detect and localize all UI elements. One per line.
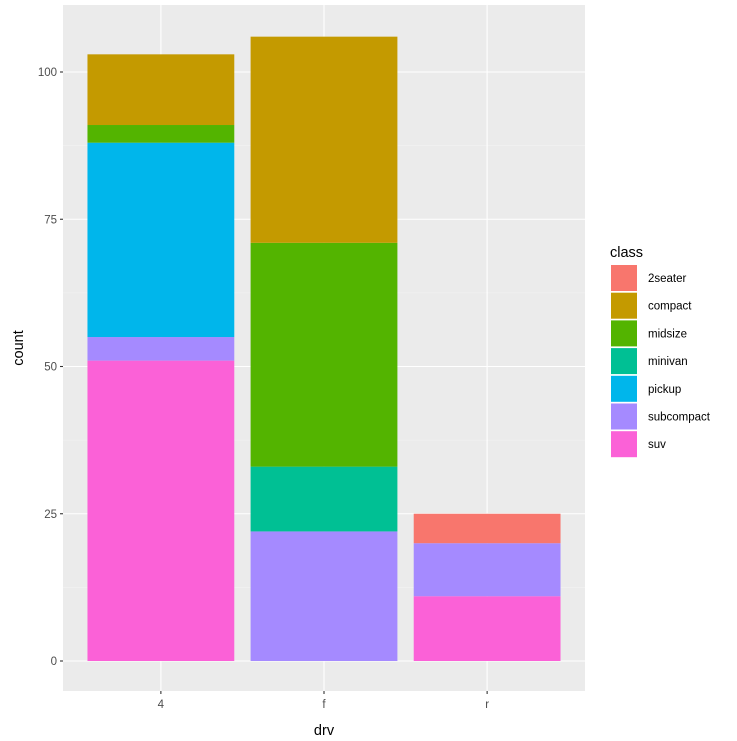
legend-label: subcompact xyxy=(648,412,711,424)
legend-label: 2seater xyxy=(648,273,687,285)
legend-label: midsize xyxy=(648,328,687,340)
bar-segment-r-suv xyxy=(413,596,561,661)
y-axis-title: count xyxy=(11,330,27,365)
y-tick-label: 0 xyxy=(51,656,57,668)
bar-segment-r-subcompact xyxy=(413,543,561,597)
bar-segment-f-compact xyxy=(250,36,398,243)
legend-key-pickup xyxy=(611,375,637,402)
bar-segment-f-midsize xyxy=(250,242,398,467)
legend-title: class xyxy=(610,245,643,261)
legend: class 2seater compact midsize minivan pickup… xyxy=(610,245,711,458)
x-tick-label: f xyxy=(322,699,326,711)
legend-label: pickup xyxy=(648,384,681,396)
legend-label: minivan xyxy=(648,356,688,368)
bar-segment-f-minivan xyxy=(250,466,398,532)
bar-segment-4-compact xyxy=(87,54,235,126)
y-tick-label: 50 xyxy=(44,362,57,374)
y-tick-label: 100 xyxy=(38,67,57,79)
bars xyxy=(87,36,561,661)
x-tick-label: r xyxy=(485,699,489,711)
legend-label: suv xyxy=(648,439,666,451)
legend-key-2seater xyxy=(611,265,637,291)
bar-segment-4-midsize xyxy=(87,125,235,143)
y-tick-label: 25 xyxy=(44,509,57,521)
legend-key-suv xyxy=(611,431,637,458)
legend-key-subcompact xyxy=(611,403,637,430)
y-tick-label: 75 xyxy=(44,214,57,226)
x-axis: 4 f r xyxy=(158,691,489,711)
bar-segment-4-pickup xyxy=(87,142,235,338)
legend-key-minivan xyxy=(611,348,637,375)
legend-label: compact xyxy=(648,301,692,313)
x-tick-label: 4 xyxy=(158,699,165,711)
legend-key-midsize xyxy=(611,320,637,347)
bar-segment-4-suv xyxy=(87,360,235,661)
bar-segment-4-subcompact xyxy=(87,337,235,361)
bar-segment-r-2seater xyxy=(413,513,561,544)
x-axis-title: drv xyxy=(314,723,335,739)
bar-segment-f-subcompact xyxy=(250,531,398,661)
y-axis: 0 25 50 75 100 xyxy=(38,67,63,668)
legend-key-compact xyxy=(611,292,637,319)
